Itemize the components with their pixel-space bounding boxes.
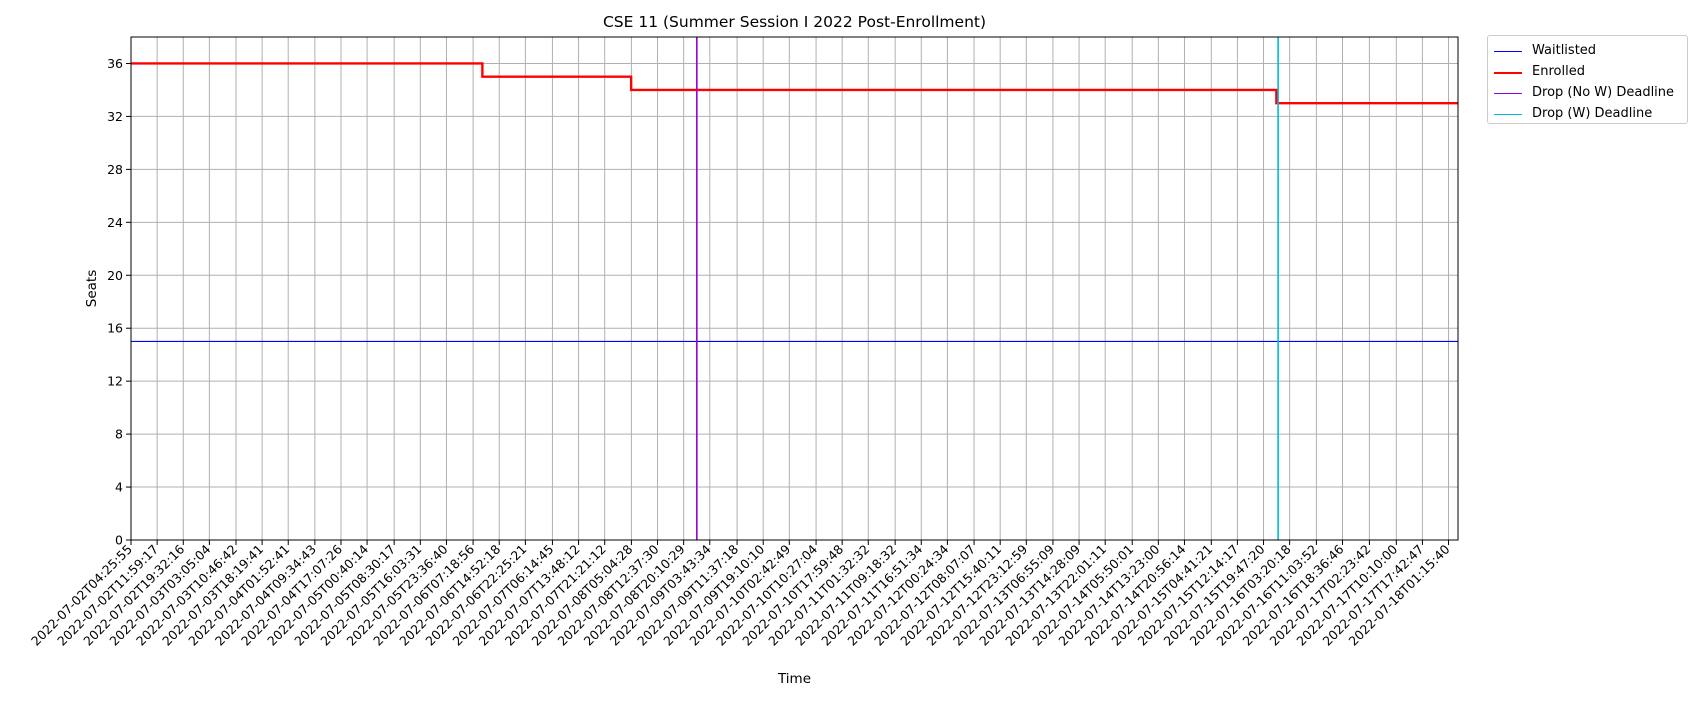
plot-background <box>131 37 1458 540</box>
y-tick-label: 28 <box>107 162 123 177</box>
legend-swatch-drop-no-w <box>1494 93 1522 94</box>
y-axis-label: Seats <box>84 270 100 307</box>
series-line-enrolled <box>131 62 1458 105</box>
y-tick-label: 24 <box>107 215 123 230</box>
y-tick-label: 0 <box>115 533 123 548</box>
legend-item-drop-w: Drop (W) Deadline <box>1488 105 1687 126</box>
chart-title: CSE 11 (Summer Session I 2022 Post-Enrol… <box>603 13 986 31</box>
legend-label-drop-w: Drop (W) Deadline <box>1532 106 1653 121</box>
legend-swatch-drop-w <box>1494 114 1522 115</box>
legend: Waitlisted Enrolled Drop (No W) Deadline… <box>1487 35 1688 124</box>
legend-swatch-waitlisted <box>1494 51 1522 52</box>
y-tick-label: 4 <box>115 480 123 495</box>
y-tick-label: 16 <box>107 321 123 336</box>
y-tick-label: 36 <box>107 56 123 71</box>
y-tick-label: 32 <box>107 109 123 124</box>
plot-frame <box>130 36 1459 541</box>
legend-swatch-enrolled <box>1494 72 1522 74</box>
legend-item-drop-no-w: Drop (No W) Deadline <box>1488 84 1687 105</box>
y-tick-label: 8 <box>115 427 123 442</box>
y-tick-label: 20 <box>107 268 123 283</box>
legend-label-drop-no-w: Drop (No W) Deadline <box>1532 85 1675 100</box>
legend-label-enrolled: Enrolled <box>1532 64 1585 79</box>
legend-label-waitlisted: Waitlisted <box>1532 43 1597 58</box>
legend-item-enrolled: Enrolled <box>1488 63 1687 84</box>
legend-item-waitlisted: Waitlisted <box>1488 42 1687 63</box>
y-tick-label: 12 <box>107 374 123 389</box>
x-axis-label: Time <box>777 671 811 687</box>
